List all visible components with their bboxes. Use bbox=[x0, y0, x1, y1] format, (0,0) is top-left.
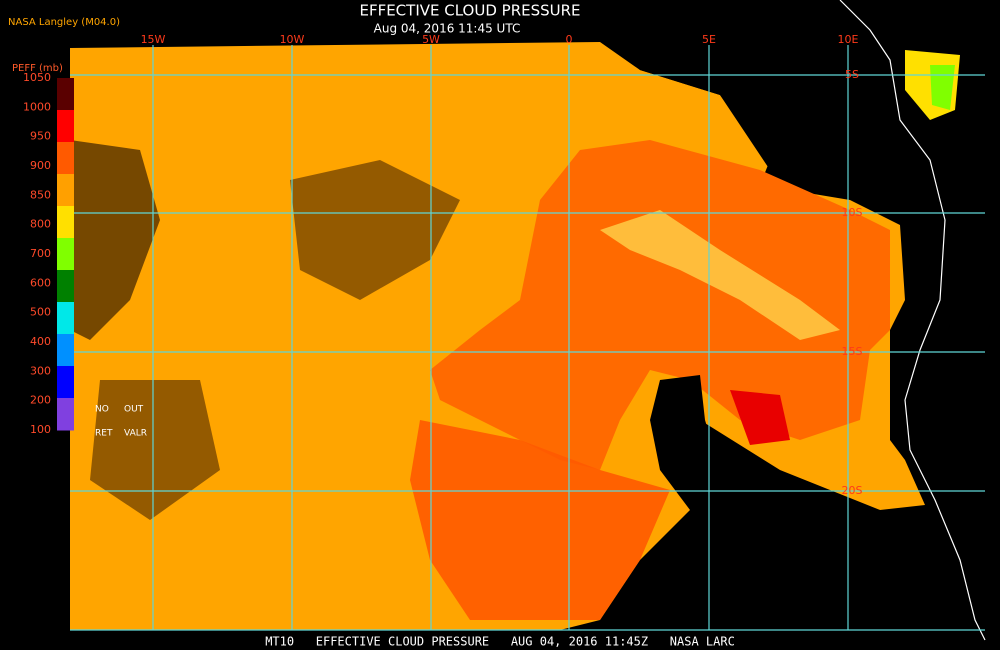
title: EFFECTIVE CLOUD PRESSURE bbox=[359, 2, 580, 20]
legend-note: VALR bbox=[124, 429, 147, 439]
legend-swatch bbox=[57, 142, 74, 175]
legend-tick: 950 bbox=[30, 130, 51, 143]
legend-swatch bbox=[57, 238, 74, 271]
lon-label: 5E bbox=[702, 33, 716, 46]
broken-cloud bbox=[70, 140, 160, 340]
legend-tick: 800 bbox=[30, 218, 51, 231]
legend-tick: 1050 bbox=[23, 71, 51, 84]
clear-sky bbox=[620, 40, 870, 170]
legend: 1050 1000 950 900 850 800 700 600 500 400 300 200 10… bbox=[23, 71, 147, 439]
legend-tick: 700 bbox=[30, 247, 51, 260]
cloud-high bbox=[600, 210, 840, 340]
lon-label: 15W bbox=[141, 33, 166, 46]
lon-label: 5W bbox=[422, 33, 440, 46]
cloud-low bbox=[410, 420, 670, 620]
legend-tick: 200 bbox=[30, 394, 51, 407]
legend-swatch bbox=[57, 174, 74, 207]
lon-label: 0 bbox=[566, 33, 573, 46]
cloud-red bbox=[730, 390, 790, 445]
legend-tick: 100 bbox=[30, 423, 51, 436]
legend-swatch bbox=[57, 366, 74, 399]
lon-label: 10W bbox=[280, 33, 305, 46]
legend-tick: 900 bbox=[30, 159, 51, 172]
cloud-green bbox=[930, 65, 955, 110]
legend-note: OUT bbox=[124, 405, 144, 415]
broken-cloud bbox=[290, 160, 460, 300]
legend-tick: 600 bbox=[30, 276, 51, 289]
legend-note: RET bbox=[95, 429, 113, 439]
broken-cloud bbox=[90, 380, 220, 520]
coastline bbox=[839, 0, 986, 641]
lat-label: 15S bbox=[842, 345, 863, 358]
legend-tick: 850 bbox=[30, 188, 51, 201]
legend-tick: 1000 bbox=[23, 100, 51, 113]
lon-label: 10E bbox=[838, 33, 859, 46]
legend-title: PEFF (mb) bbox=[12, 63, 63, 74]
subtitle: Aug 04, 2016 11:45 UTC bbox=[374, 22, 521, 36]
legend-swatch bbox=[57, 334, 74, 367]
lat-label: 20S bbox=[842, 484, 863, 497]
lat-label: 5S bbox=[845, 68, 859, 81]
legend-note: NO bbox=[95, 405, 109, 415]
legend-tick: 400 bbox=[30, 335, 51, 348]
cloud-field bbox=[70, 0, 986, 641]
legend-tick: 300 bbox=[30, 364, 51, 377]
legend-swatch bbox=[57, 302, 74, 335]
lat-label: 10S bbox=[842, 206, 863, 219]
source: NASA Langley (M04.0) bbox=[8, 17, 120, 28]
clear-sky bbox=[640, 480, 960, 630]
legend-swatch bbox=[57, 110, 74, 143]
clear-sky bbox=[660, 375, 720, 480]
legend-swatch bbox=[57, 398, 74, 431]
legend-swatch bbox=[57, 206, 74, 239]
legend-swatch bbox=[57, 78, 74, 111]
footer: MT10 EFFECTIVE CLOUD PRESSURE AUG 04, 20… bbox=[265, 635, 735, 649]
graticule: 15W 10W 5W 0 5E 10E 5S 10S 15S 20S bbox=[70, 33, 985, 631]
legend-tick: 500 bbox=[30, 306, 51, 319]
cloud-low bbox=[430, 140, 890, 470]
legend-swatch bbox=[57, 270, 74, 303]
